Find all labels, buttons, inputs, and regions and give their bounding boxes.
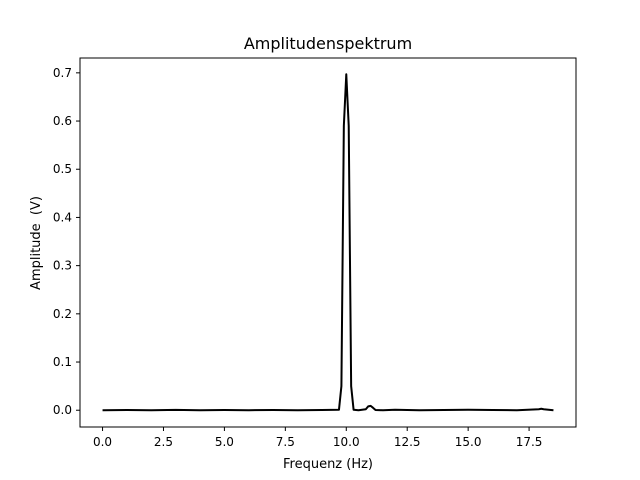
y-tick-label: 0.4 xyxy=(53,210,72,224)
x-tick-label: 15.0 xyxy=(455,435,482,449)
chart-title: Amplitudenspektrum xyxy=(244,34,412,53)
x-tick-label: 0.0 xyxy=(93,435,112,449)
y-axis-ticks: 0.0 0.1 0.2 0.3 0.4 0.5 0.6 0.7 xyxy=(53,66,80,417)
x-axis-ticks: 0.0 2.5 5.0 7.5 10.0 12.5 15.0 17.5 xyxy=(93,427,542,449)
plot-frame xyxy=(79,57,577,428)
x-tick-label: 7.5 xyxy=(276,435,295,449)
y-tick-label: 0.0 xyxy=(53,403,72,417)
y-tick-label: 0.3 xyxy=(53,259,72,273)
x-tick-label: 12.5 xyxy=(394,435,421,449)
x-tick-label: 17.5 xyxy=(516,435,543,449)
spectrum-line xyxy=(102,73,554,412)
x-tick-label: 5.0 xyxy=(215,435,234,449)
y-tick-label: 0.7 xyxy=(53,66,72,80)
x-tick-label: 2.5 xyxy=(154,435,173,449)
y-tick-label: 0.1 xyxy=(53,355,72,369)
y-tick-label: 0.6 xyxy=(53,114,72,128)
y-tick-label: 0.2 xyxy=(53,307,72,321)
y-tick-label: 0.5 xyxy=(53,162,72,176)
x-tick-label: 10.0 xyxy=(333,435,360,449)
y-axis-label: Amplitude (V) xyxy=(29,196,44,290)
x-axis-label: Frequenz (Hz) xyxy=(283,457,373,472)
